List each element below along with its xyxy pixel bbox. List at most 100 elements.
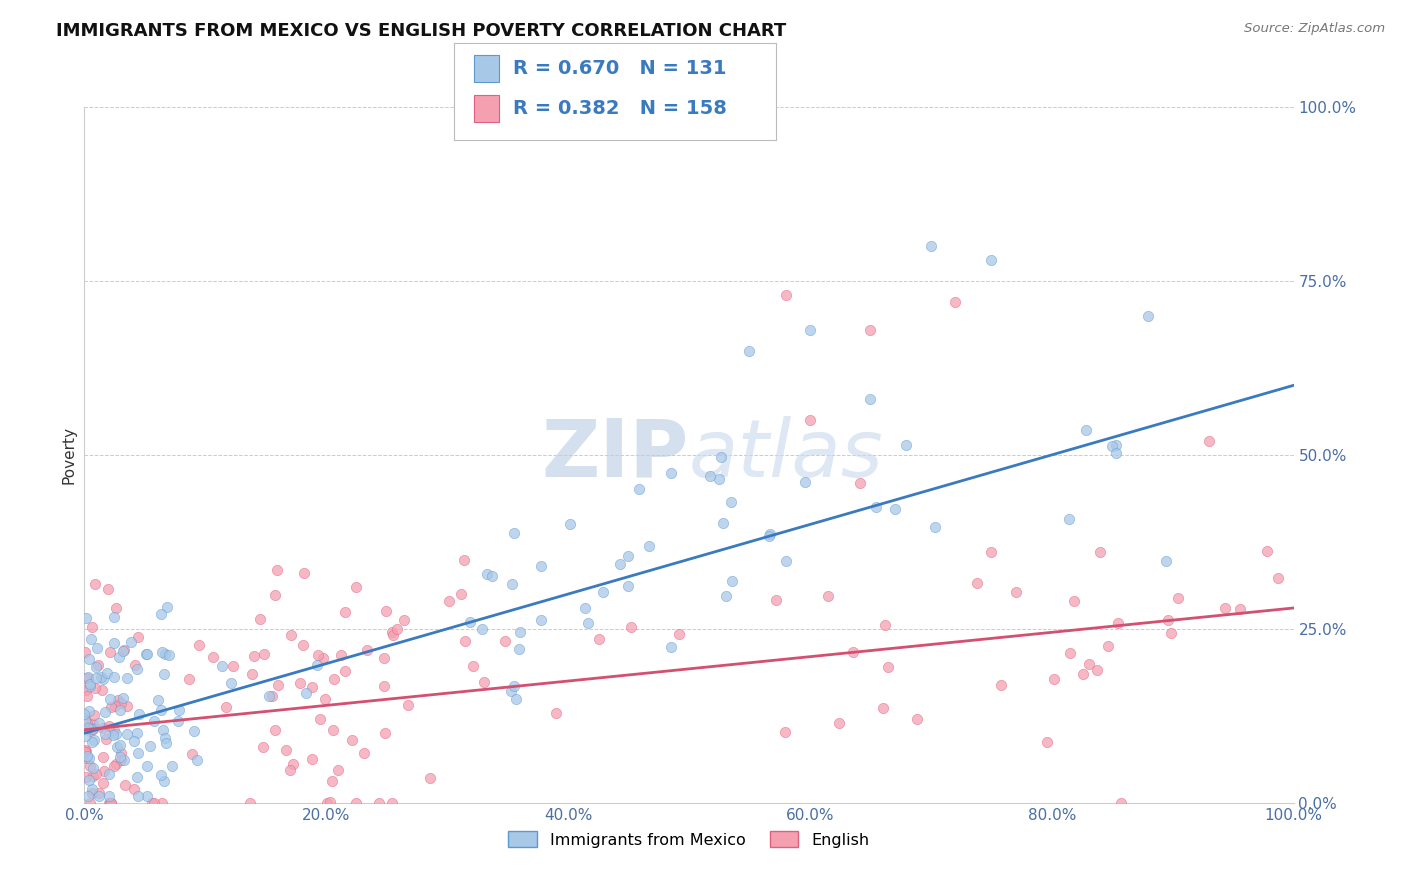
Point xyxy=(758,529,780,543)
Point xyxy=(79,796,101,810)
Y-axis label: Poverty: Poverty xyxy=(60,425,76,484)
Point xyxy=(94,705,117,719)
Point xyxy=(301,680,323,694)
Point xyxy=(80,786,103,800)
Point xyxy=(865,500,887,514)
Point xyxy=(292,566,315,581)
Point xyxy=(82,769,104,783)
Point xyxy=(76,721,98,735)
Point xyxy=(97,582,120,596)
Point xyxy=(120,635,142,649)
Point xyxy=(103,636,125,650)
Point xyxy=(136,648,159,662)
Point xyxy=(765,593,787,607)
Point xyxy=(83,577,105,591)
Point xyxy=(799,413,821,427)
Point xyxy=(76,716,98,731)
Point xyxy=(103,759,125,773)
Point xyxy=(83,733,105,747)
Point xyxy=(90,682,112,697)
Point xyxy=(128,707,150,722)
Point xyxy=(82,761,104,775)
Point xyxy=(330,648,353,662)
Point xyxy=(149,703,172,717)
Point xyxy=(156,599,179,614)
Point xyxy=(146,693,169,707)
Point xyxy=(73,672,96,686)
Point xyxy=(295,686,318,700)
Point xyxy=(373,680,395,694)
Point xyxy=(1063,594,1085,608)
Point xyxy=(344,796,367,810)
Point xyxy=(1004,585,1026,599)
Point xyxy=(1157,613,1180,627)
Point xyxy=(114,778,136,792)
Point xyxy=(333,664,356,678)
Point xyxy=(108,750,131,764)
Point xyxy=(266,563,288,577)
Point xyxy=(328,763,350,777)
Point xyxy=(108,703,131,717)
Point xyxy=(79,723,101,738)
Point xyxy=(111,690,134,705)
Point xyxy=(1215,600,1237,615)
Point xyxy=(73,706,96,721)
Point xyxy=(319,795,342,809)
Point xyxy=(314,691,336,706)
Point xyxy=(73,745,96,759)
Point xyxy=(157,648,180,663)
Point xyxy=(290,675,312,690)
Point xyxy=(91,721,114,735)
Point xyxy=(75,717,97,731)
Point xyxy=(759,527,782,541)
Point xyxy=(385,622,408,636)
Point xyxy=(1043,672,1066,686)
Point xyxy=(544,706,567,721)
Point xyxy=(848,476,870,491)
Point xyxy=(1137,309,1160,323)
Point xyxy=(353,746,375,760)
Point xyxy=(77,671,100,685)
Point xyxy=(135,647,157,661)
Point xyxy=(103,610,125,624)
Point xyxy=(322,723,344,737)
Point xyxy=(1088,545,1111,559)
Point xyxy=(155,648,177,662)
Point xyxy=(458,615,481,629)
Point xyxy=(592,585,614,599)
Point xyxy=(710,450,733,464)
Point xyxy=(240,667,263,681)
Point xyxy=(799,323,821,337)
Point xyxy=(143,796,166,810)
Point xyxy=(177,672,200,686)
Point xyxy=(437,594,460,608)
Point xyxy=(124,658,146,673)
Point xyxy=(1105,446,1128,460)
Point xyxy=(84,659,107,673)
Point xyxy=(307,658,329,673)
Point xyxy=(96,731,118,746)
Point xyxy=(112,643,135,657)
Point xyxy=(103,723,125,737)
Point xyxy=(509,625,531,640)
Point xyxy=(79,677,101,691)
Point xyxy=(125,662,148,676)
Point xyxy=(249,611,271,625)
Point xyxy=(98,692,121,706)
Point xyxy=(79,759,101,773)
Legend: Immigrants from Mexico, English: Immigrants from Mexico, English xyxy=(502,824,876,854)
Point xyxy=(89,715,111,730)
Point xyxy=(83,708,105,723)
Point xyxy=(153,774,176,789)
Point xyxy=(219,676,242,690)
Point xyxy=(817,590,839,604)
Point xyxy=(125,770,148,784)
Point xyxy=(142,714,165,728)
Point xyxy=(276,742,298,756)
Point xyxy=(1267,571,1289,585)
Point xyxy=(110,696,132,710)
Point xyxy=(392,613,415,627)
Point xyxy=(773,724,796,739)
Point xyxy=(720,574,742,588)
Point xyxy=(617,549,640,563)
